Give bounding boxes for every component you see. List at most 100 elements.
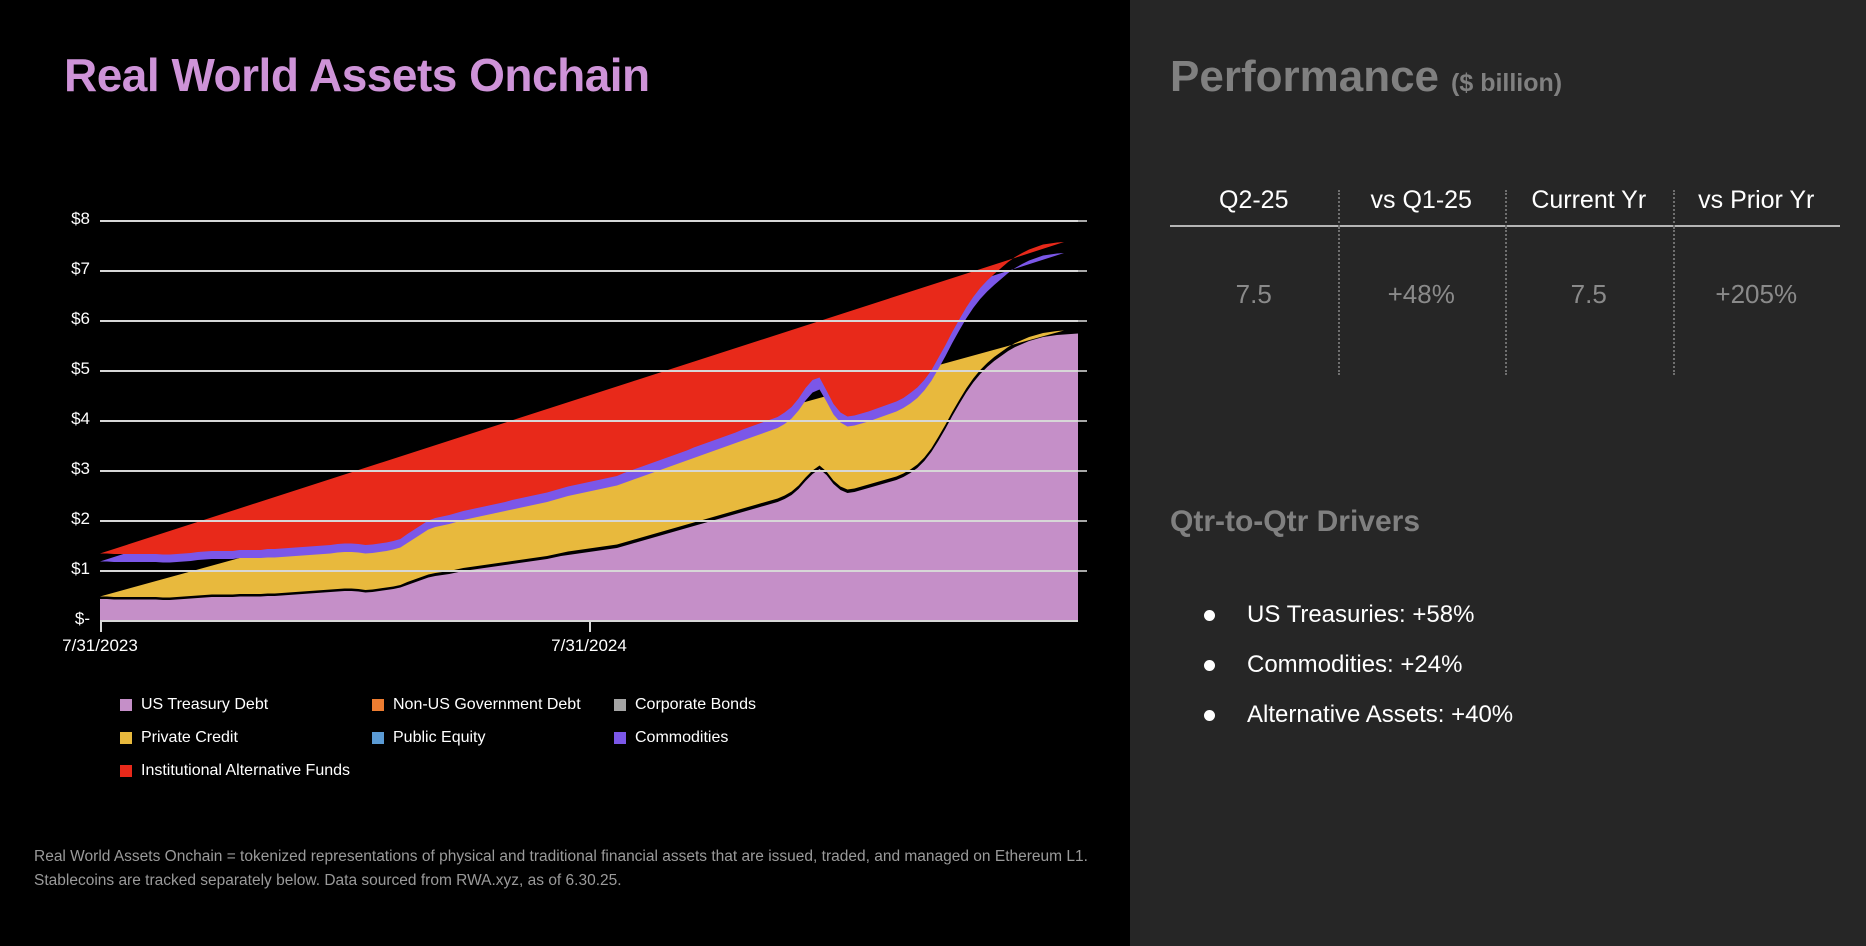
- column-separator: [1672, 227, 1675, 375]
- performance-column-header-label: vs Q1-25: [1370, 186, 1472, 214]
- performance-value-cell: +205%: [1672, 227, 1841, 377]
- legend-item-label: Institutional Alternative Funds: [141, 761, 351, 779]
- y-axis-tick-label: $7: [71, 259, 90, 278]
- legend-row: US Treasury Debt Non-US Government Debt Co…: [120, 688, 1020, 721]
- performance-value-cell: 7.5: [1170, 227, 1338, 377]
- gridline: [100, 320, 1078, 322]
- performance-value-cell: 7.5: [1505, 227, 1673, 377]
- column-separator: [1672, 190, 1675, 227]
- legend-item-label: Private Credit: [141, 728, 238, 746]
- performance-table-value-row: 7.5 +48% 7.5 +205%: [1170, 227, 1840, 377]
- chart-legend: US Treasury Debt Non-US Government Debt Co…: [120, 688, 1020, 787]
- performance-value-label: +48%: [1387, 279, 1455, 309]
- y-axis-tick-label: $-: [74, 609, 90, 628]
- performance-column-header-label: vs Prior Yr: [1698, 186, 1815, 214]
- y-axis-tick-mark: [1078, 420, 1087, 422]
- performance-value-label: 7.5: [1570, 279, 1607, 309]
- performance-title: Performance: [1170, 52, 1440, 101]
- performance-column-header: Q2-25: [1170, 186, 1338, 225]
- legend-swatch-icon: [614, 731, 626, 744]
- legend-item[interactable]: Corporate Bonds: [614, 696, 854, 714]
- legend-item[interactable]: Institutional Alternative Funds: [120, 762, 372, 780]
- x-axis-tick-label: 7/31/2023: [62, 636, 138, 655]
- x-axis-tick-mark: [589, 622, 591, 632]
- performance-value-label: +205%: [1715, 279, 1798, 309]
- gridline: [100, 470, 1078, 472]
- performance-table: Q2-25 vs Q1-25 Current Yr vs Prior Yr 7.5 +4…: [1170, 186, 1840, 377]
- legend-item-label: Commodities: [635, 728, 729, 746]
- legend-item[interactable]: Private Credit: [120, 729, 372, 747]
- y-axis-tick-mark: [1078, 520, 1087, 522]
- performance-column-header-label: Q2-25: [1219, 186, 1289, 214]
- column-separator: [1505, 227, 1507, 375]
- gridline: [100, 570, 1078, 572]
- gridline: [100, 520, 1078, 522]
- legend-item-label: Non-US Government Debt: [393, 695, 581, 713]
- left-panel: Real World Assets Onchain Ethereum L1: O…: [0, 49, 1130, 890]
- y-axis-tick-label: $5: [71, 359, 90, 378]
- chart-plot-area: [100, 220, 1078, 620]
- y-axis-tick-label: $6: [71, 309, 90, 328]
- x-axis-tick-mark: [100, 622, 102, 632]
- chart-x-axis-line: [100, 620, 1078, 622]
- legend-swatch-icon: [120, 698, 132, 711]
- legend-row: Institutional Alternative Funds: [120, 754, 1020, 787]
- column-separator: [1337, 227, 1340, 375]
- legend-item[interactable]: Public Equity: [372, 729, 614, 747]
- page-title: Real World Assets Onchain: [64, 49, 650, 101]
- y-axis-tick-label: $8: [71, 209, 90, 228]
- legend-item[interactable]: US Treasury Debt: [120, 696, 372, 714]
- driver-item-label: US Treasuries: +58%: [1247, 601, 1475, 628]
- performance-column-header: Current Yr: [1505, 186, 1673, 227]
- legend-item-label: Public Equity: [393, 728, 486, 746]
- list-item: Alternative Assets: +40%: [1204, 696, 1824, 734]
- y-axis-tick-mark: [1078, 220, 1087, 222]
- gridline: [100, 370, 1078, 372]
- column-separator: [1337, 190, 1340, 227]
- performance-table-header-row: Q2-25 vs Q1-25 Current Yr vs Prior Yr: [1170, 186, 1841, 227]
- legend-row: Private Credit Public Equity Commodities: [120, 721, 1020, 754]
- performance-value-label: 7.5: [1235, 279, 1272, 309]
- legend-swatch-icon: [372, 698, 384, 711]
- list-item: Commodities: +24%: [1204, 646, 1824, 684]
- legend-item[interactable]: Commodities: [614, 729, 854, 747]
- performance-column-header: vs Q1-25: [1337, 186, 1506, 227]
- area-series-us-treasury-debt: [100, 333, 1078, 620]
- legend-item[interactable]: Non-US Government Debt: [372, 696, 614, 714]
- performance-header: Performance ($ billion): [1170, 52, 1562, 102]
- rwa-stacked-area-chart: Ethereum L1: Onchain RWA's ($ billion) $…: [0, 196, 1130, 666]
- y-axis-tick-label: $3: [71, 459, 90, 478]
- driver-item-label: Alternative Assets: +40%: [1247, 701, 1514, 728]
- drivers-title: Qtr-to-Qtr Drivers: [1170, 505, 1421, 538]
- legend-swatch-icon: [120, 764, 132, 777]
- list-item: US Treasuries: +58%: [1204, 596, 1824, 634]
- right-panel: Performance ($ billion) Q2-25 vs Q1-25 Cur…: [1130, 0, 1866, 946]
- legend-swatch-icon: [372, 731, 384, 744]
- performance-value-cell: +48%: [1337, 227, 1506, 377]
- y-axis-tick-mark: [1078, 270, 1087, 272]
- y-axis-tick-label: $1: [71, 559, 90, 578]
- bullet-icon: [1204, 659, 1215, 671]
- gridline: [100, 220, 1078, 222]
- performance-column-header: vs Prior Yr: [1672, 186, 1841, 227]
- performance-column-header-label: Current Yr: [1531, 186, 1647, 214]
- driver-item-label: Commodities: +24%: [1247, 651, 1463, 678]
- legend-swatch-icon: [120, 731, 132, 744]
- bullet-icon: [1204, 609, 1215, 621]
- legend-swatch-icon: [614, 698, 626, 711]
- column-separator: [1505, 190, 1507, 227]
- performance-subtitle: ($ billion): [1451, 69, 1563, 97]
- legend-item-label: US Treasury Debt: [141, 695, 269, 713]
- y-axis-tick-mark: [1078, 470, 1087, 472]
- footnote-text: Real World Assets Onchain = tokenized re…: [34, 848, 1088, 890]
- x-axis-tick-label: 7/31/2024: [551, 636, 627, 655]
- legend-item-label: Corporate Bonds: [635, 695, 756, 713]
- y-axis-tick-mark: [1078, 370, 1087, 372]
- y-axis-tick-mark: [1078, 570, 1087, 572]
- y-axis-tick-label: $4: [71, 409, 90, 428]
- gridline: [100, 270, 1078, 272]
- bullet-icon: [1204, 709, 1215, 721]
- gridline: [100, 420, 1078, 422]
- drivers-list: US Treasuries: +58% Commodities: +24% Alte…: [1204, 596, 1824, 746]
